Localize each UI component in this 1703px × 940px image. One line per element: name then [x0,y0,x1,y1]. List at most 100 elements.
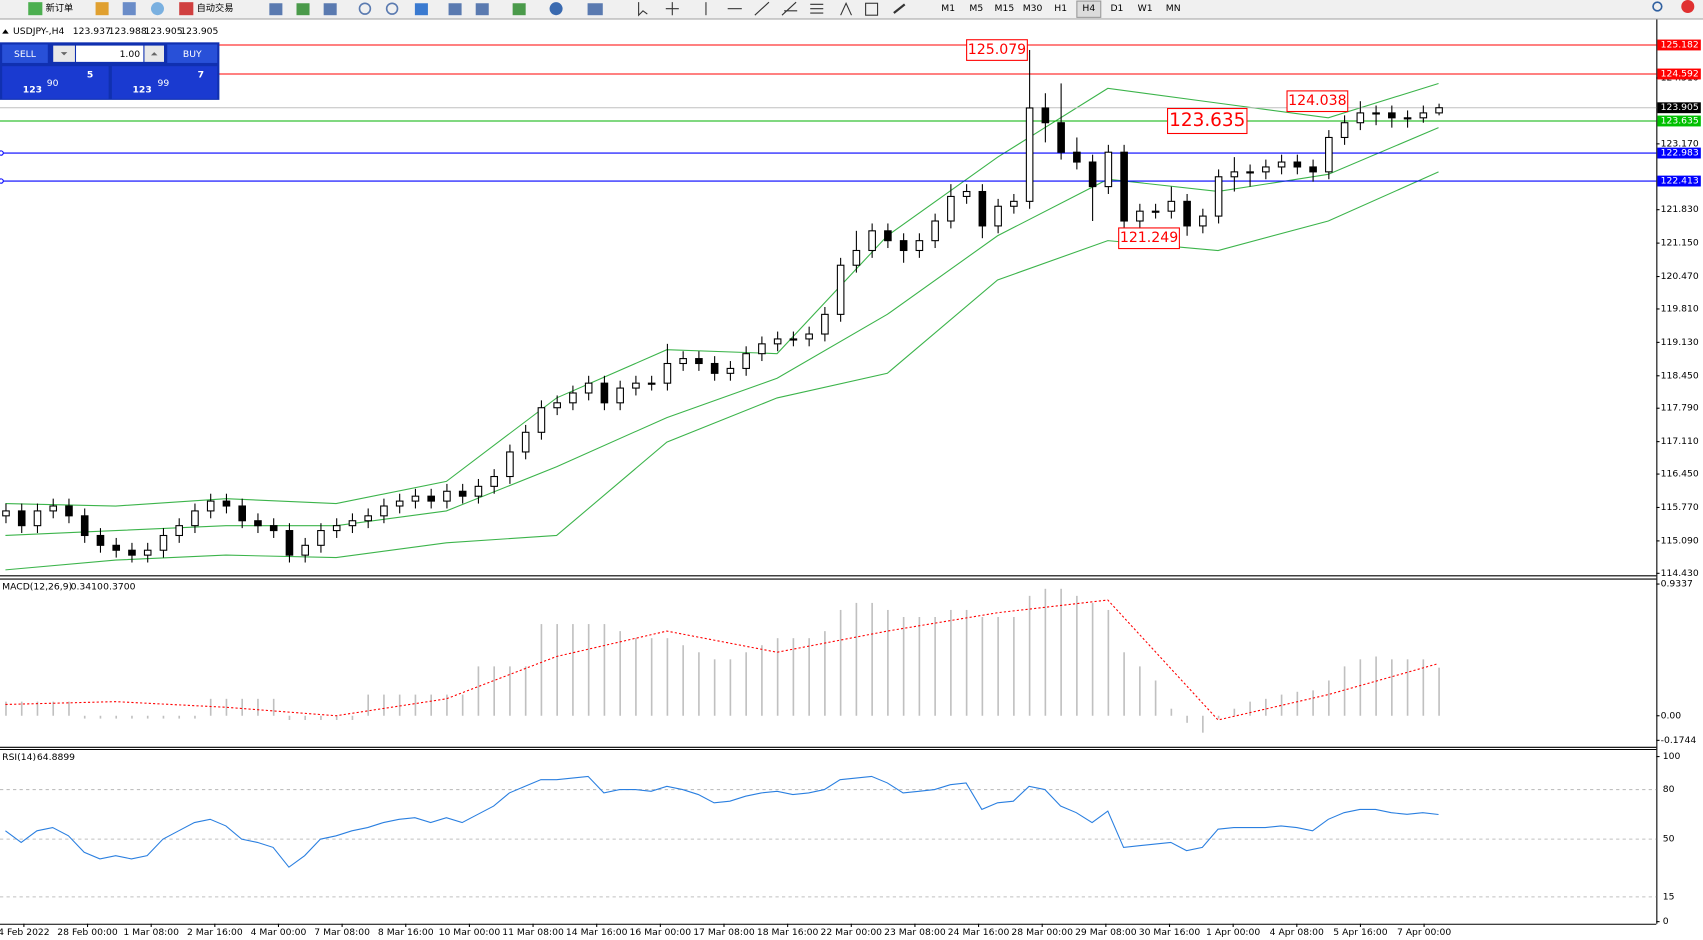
candle-body [222,500,231,507]
chart-frame [0,19,1658,925]
candle-body [254,520,262,527]
timeframe-button[interactable]: M1 [941,3,955,14]
x-tick-label: 29 Mar 08:00 [1075,927,1137,938]
sell-price-box[interactable] [2,66,109,99]
tool-icon[interactable] [150,2,165,16]
buy-price-box[interactable] [111,66,218,99]
y-tick-label: 115.090 [1661,535,1699,546]
trendline-tool[interactable] [754,1,770,16]
candle-body [931,220,939,242]
crosshair-tool[interactable] [665,2,679,16]
candle-body [143,549,152,556]
main-panel: USDJPY-,H4 123.937123.988123.905123.90511… [0,26,1701,938]
x-tick-label: 11 Mar 08:00 [502,927,564,938]
candle-body [191,510,199,527]
candle-body [1151,210,1160,213]
timeframe-button[interactable]: M15 [995,3,1015,14]
price-annotation: 123.635 [1169,110,1245,131]
candle-body [584,382,593,394]
candle-body [443,490,451,502]
rsi-panel: RSI(14) 64.8899 100 80 50 15 0 [0,751,1681,927]
fibo-tool[interactable] [810,3,824,14]
lot-field[interactable] [76,45,144,62]
timeframe-button[interactable]: H4 [1082,3,1095,14]
candle-body [695,358,703,365]
tool-icon[interactable] [414,3,428,16]
candle-body [836,264,845,315]
search-button[interactable] [1652,1,1663,12]
templates-button[interactable] [587,3,603,16]
timeframe-button[interactable]: D1 [1110,3,1123,14]
auto-trading-button[interactable]: 自动交易 [197,2,234,14]
tool-icon[interactable] [95,2,109,16]
quote-value: 123.937 [73,26,111,37]
auto-trading-icon[interactable] [179,2,194,16]
x-tick-label: 7 Mar 08:00 [314,927,370,938]
arrows-tool[interactable] [893,3,906,14]
sell-button[interactable] [2,44,48,63]
zoom-out[interactable] [385,2,399,15]
timeframe-button[interactable]: W1 [1138,3,1153,14]
chart-title: USDJPY-,H4 [13,26,65,37]
periods-button[interactable] [549,2,563,16]
label-tool[interactable] [865,2,879,16]
level-anchor [0,150,4,156]
candle-body [364,515,372,522]
level-price-label: 124.592 [1661,68,1699,79]
candle-body [49,505,58,512]
candle-body [238,505,247,522]
lot-value[interactable]: 1.00 [120,49,141,60]
price-annotation-box [966,39,1028,61]
chart-tools [269,1,906,17]
x-tick-label: 14 Mar 16:00 [566,927,628,938]
candle-body [474,485,483,497]
macd-signal [5,599,1439,721]
candle-body [600,382,609,404]
cursor-tool[interactable] [638,2,648,17]
level-price-box [1657,102,1701,114]
tool-icon[interactable] [323,3,337,16]
candle-body [348,520,357,527]
sell-label[interactable]: SELL [14,49,37,60]
candle-body [521,431,530,453]
buy-price-pips: 99 [157,78,169,89]
timeframe-button[interactable]: H1 [1054,3,1067,14]
channel-tool[interactable] [781,1,798,16]
timeframe-button[interactable]: M5 [969,3,983,14]
zoom-in[interactable] [358,2,372,15]
notification-icon[interactable] [1681,0,1695,14]
tool-icon[interactable] [296,3,310,16]
tool-icon[interactable] [269,3,283,16]
text-tool[interactable] [840,1,852,16]
tool-icon[interactable] [448,3,462,16]
candle-body [758,343,766,355]
candle-body [490,475,498,487]
candle-body [553,402,561,409]
new-order-icon[interactable] [28,2,43,16]
buy-button[interactable] [167,44,218,63]
candle-body [175,525,184,537]
candle-body [1419,112,1428,119]
timeframe-button[interactable]: M30 [1023,3,1043,14]
tool-icon[interactable] [122,2,136,16]
new-order-button[interactable]: 新订单 [46,2,74,14]
candle-body [1340,122,1349,139]
candle-body [1435,107,1443,114]
y-tick-label: 115.770 [1661,502,1699,513]
candle-body [1372,112,1380,115]
candle-body [994,205,1002,227]
tool-icon[interactable] [475,3,489,16]
indicators-button[interactable] [512,3,526,16]
band-upper [5,82,1439,507]
indicator-value: 0.3700 [103,582,135,593]
level-price-box [1657,39,1701,51]
timeframe-button[interactable]: MN [1166,3,1181,14]
y-tick-label: -0.1744 [1661,735,1697,746]
buy-label[interactable]: BUY [183,49,202,60]
x-tick-label: 17 Mar 08:00 [693,927,755,938]
candle-body [679,358,687,365]
band-lower [5,171,1439,571]
x-tick-label: 4 Mar 00:00 [251,927,307,938]
x-tick-label: 5 Apr 16:00 [1333,927,1387,938]
